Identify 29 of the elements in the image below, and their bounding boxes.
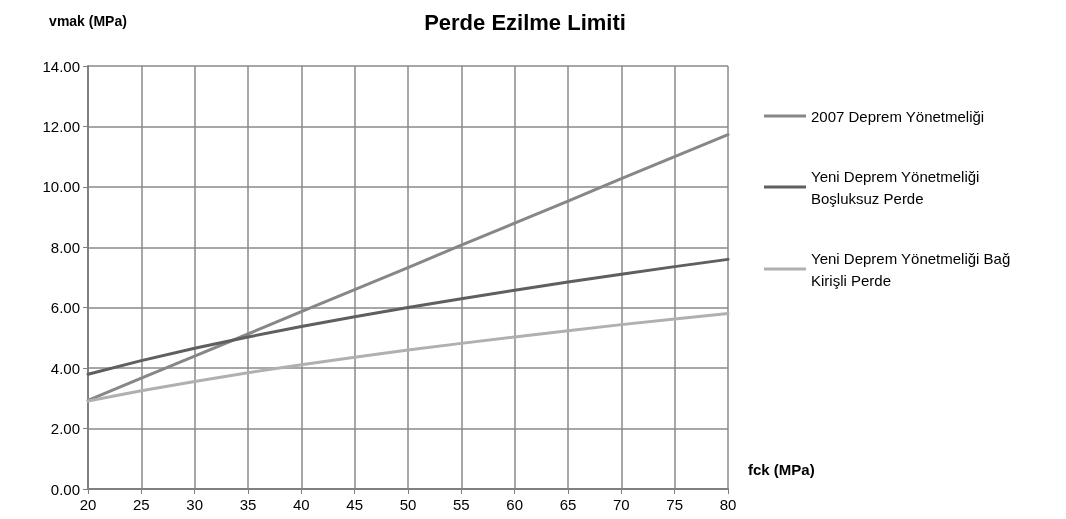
x-tick-label: 20: [79, 496, 97, 513]
legend-label: Yeni Deprem Yönetmeliği Bağ Kirişli Perde: [811, 249, 1015, 289]
x-tick-label: 50: [399, 496, 417, 513]
line-series: [86, 311, 730, 403]
y-tick-label: 0.00: [50, 480, 80, 498]
y-tick-label: 12.00: [42, 117, 80, 135]
x-tick-label: 75: [666, 496, 684, 513]
x-tick-label: 55: [452, 496, 470, 513]
x-tick-label: 60: [506, 496, 524, 513]
y-tick-label: 14.00: [42, 57, 80, 75]
x-tick-label: 45: [346, 496, 364, 513]
y-axis-title: vmak (MPa): [49, 13, 127, 29]
x-axis-title: fck (MPa): [748, 461, 815, 478]
y-tick-label: 2.00: [50, 420, 80, 438]
legend-label: Yeni Deprem Yönetmeliği Boşluksuz Perde: [811, 167, 984, 207]
y-tick-label: 10.00: [42, 178, 80, 196]
x-tick-label: 70: [612, 496, 630, 513]
x-tick-label: 65: [559, 496, 577, 513]
x-tick-label: 40: [292, 496, 310, 513]
x-tick-label: 35: [239, 496, 257, 513]
chart-title: Perde Ezilme Limiti: [424, 9, 626, 35]
y-tick-label: 6.00: [50, 299, 80, 317]
legend-label: 2007 Deprem Yönetmeliği: [811, 107, 985, 125]
y-tick-label: 4.00: [50, 359, 80, 377]
x-tick-label: 30: [186, 496, 204, 513]
line-series: [86, 257, 730, 376]
y-tick-label: 8.00: [50, 238, 80, 256]
x-tick-label: 25: [132, 496, 150, 513]
x-tick-label: 80: [719, 496, 737, 513]
